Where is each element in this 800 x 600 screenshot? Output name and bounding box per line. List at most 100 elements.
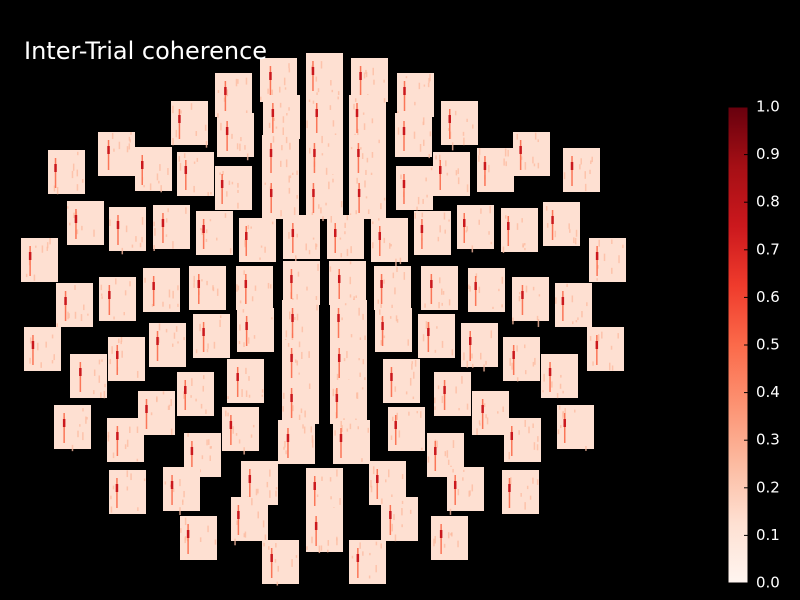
channel-tile	[260, 58, 297, 102]
tile-peak	[116, 221, 120, 229]
tile-speckle	[278, 86, 281, 93]
tile-speckle	[282, 127, 285, 136]
tile-speckle	[532, 477, 534, 484]
tile-speckle	[383, 197, 386, 201]
tile-streak	[171, 475, 173, 505]
tile-speckle	[182, 499, 184, 503]
tile-speckle	[150, 412, 153, 416]
channel-tile	[349, 175, 386, 220]
tile-speckle	[207, 343, 209, 349]
tile-speckle	[318, 545, 321, 554]
tile-speckle	[162, 391, 165, 395]
tile-streak	[162, 213, 164, 243]
tile-speckle	[439, 225, 441, 233]
channel-tile	[461, 323, 498, 372]
tile-speckle	[237, 189, 239, 193]
tile-speckle	[209, 455, 211, 461]
tile-peak	[28, 252, 32, 260]
channel-tile	[135, 147, 172, 193]
tile-speckle	[546, 223, 549, 228]
tile-streak	[116, 426, 119, 456]
tile-streak	[571, 156, 573, 186]
tile-speckle	[208, 439, 210, 445]
tile-speckle	[79, 424, 81, 427]
channel-tile	[563, 148, 600, 192]
channel-tile	[502, 470, 539, 514]
tile-speckle	[357, 128, 359, 137]
tile-speckle	[370, 480, 372, 488]
tile-speckle	[383, 79, 385, 83]
tile-speckle	[285, 136, 288, 144]
tile-speckle	[438, 302, 440, 309]
channel-tile	[351, 58, 388, 102]
tile-speckle	[360, 147, 362, 150]
tile-speckle	[275, 126, 278, 129]
tile-speckle	[597, 334, 600, 342]
tile-streak	[474, 276, 477, 306]
tile-speckle	[283, 446, 285, 450]
tile-speckle	[427, 456, 430, 463]
tile-speckle	[373, 79, 375, 85]
tile-speckle	[274, 558, 277, 563]
tile-speckle	[280, 160, 282, 167]
channel-tile	[306, 508, 343, 554]
tile-speckle	[121, 350, 123, 358]
tile-speckle	[478, 286, 481, 293]
tile-background	[381, 497, 418, 541]
tile-speckle	[537, 436, 539, 442]
tile-speckle	[368, 575, 371, 579]
channel-tile	[501, 208, 538, 253]
tile-speckle	[261, 389, 264, 393]
tile-speckle	[311, 435, 314, 443]
tile-speckle	[367, 209, 370, 214]
tile-speckle	[592, 361, 594, 366]
channel-tile	[67, 201, 104, 245]
tile-streak	[562, 291, 564, 321]
tile-peak	[453, 481, 457, 489]
tile-speckle	[611, 267, 613, 274]
tile-streak	[338, 269, 340, 299]
tile-speckle	[397, 127, 400, 135]
tile-streak	[187, 524, 189, 554]
tile-speckle	[449, 508, 452, 515]
tile-peak	[313, 149, 316, 157]
tile-speckle	[267, 88, 269, 94]
tile-speckle	[523, 344, 526, 349]
tile-speckle	[387, 469, 390, 478]
tile-speckle	[383, 237, 386, 244]
tile-speckle	[451, 532, 453, 537]
tile-speckle	[488, 231, 490, 235]
tile-peak	[333, 229, 337, 237]
tile-speckle	[264, 182, 267, 185]
tile-peak	[245, 322, 248, 330]
tile-speckle	[184, 517, 187, 526]
tile-speckle	[463, 352, 465, 361]
tile-speckle	[267, 282, 270, 289]
tile-speckle	[202, 385, 205, 392]
tile-speckle	[296, 313, 299, 321]
tile-speckle	[559, 383, 562, 389]
tile-speckle	[250, 434, 253, 438]
tile-background	[306, 175, 343, 219]
tile-streak	[287, 428, 289, 458]
tile-speckle	[103, 390, 106, 399]
tile-speckle	[172, 488, 175, 493]
tile-speckle	[129, 426, 131, 434]
tile-streak	[117, 215, 119, 245]
tile-speckle	[562, 390, 564, 394]
tile-peak	[116, 432, 119, 440]
tile-speckle	[210, 445, 212, 449]
tile-speckle	[516, 223, 519, 230]
tile-speckle	[521, 218, 523, 223]
tile-streak	[108, 285, 111, 315]
tile-streak	[596, 246, 598, 276]
tile-speckle	[575, 320, 578, 323]
tile-speckle	[284, 87, 287, 90]
tile-speckle	[237, 79, 239, 84]
tile-speckle	[393, 514, 395, 521]
tile-speckle	[129, 281, 131, 287]
tile-peak	[548, 368, 552, 376]
tile-speckle	[164, 481, 167, 485]
tile-speckle	[277, 565, 280, 572]
tile-streak	[315, 103, 318, 133]
